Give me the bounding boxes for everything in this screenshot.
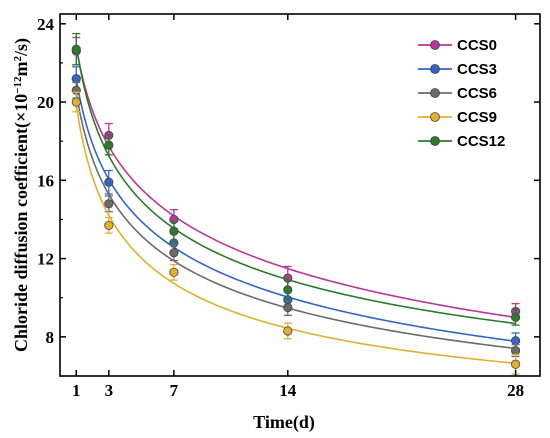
series-line-ccs0 bbox=[75, 47, 516, 319]
data-point-ccs12 bbox=[104, 140, 114, 150]
legend-label: CCS9 bbox=[457, 109, 497, 126]
x-axis-title: Time(d) bbox=[253, 412, 315, 433]
data-point-ccs9 bbox=[283, 326, 293, 336]
data-point-ccs9 bbox=[510, 359, 521, 369]
y-tick-label: 20 bbox=[37, 93, 54, 112]
legend-marker bbox=[430, 40, 440, 50]
data-point-ccs9 bbox=[71, 97, 81, 107]
data-point-ccs3 bbox=[104, 177, 114, 187]
x-tick-label: 3 bbox=[105, 381, 114, 400]
y-axis-title-sup1: −12 bbox=[12, 76, 24, 94]
y-axis-title-sup2: 2 bbox=[12, 55, 24, 61]
data-point-ccs6 bbox=[510, 345, 521, 356]
data-point-ccs6 bbox=[169, 248, 179, 258]
x-tick-label: 14 bbox=[279, 381, 297, 400]
y-axis-title-unit: m bbox=[11, 61, 31, 76]
series-line-ccs12 bbox=[75, 45, 516, 325]
data-point-ccs12 bbox=[169, 226, 179, 236]
y-axis-title: Chloride diffusion coefficient(×10−12m2/… bbox=[11, 38, 32, 352]
plot-frame bbox=[59, 13, 541, 377]
series-line-ccs9 bbox=[75, 104, 516, 365]
data-point-ccs12 bbox=[71, 44, 81, 54]
data-point-ccs3 bbox=[510, 336, 521, 346]
y-tick-label: 24 bbox=[37, 15, 55, 34]
y-axis-title-main: Chloride diffusion coefficient(×10 bbox=[11, 94, 32, 352]
y-axis-title-end: /s) bbox=[11, 38, 32, 57]
legend-marker bbox=[430, 136, 440, 146]
legend-marker bbox=[430, 88, 440, 98]
legend: CCS0 CCS3 CCS6 CCS9 CCS12 bbox=[418, 37, 505, 150]
series-line-ccs3 bbox=[75, 79, 516, 343]
data-point-ccs9 bbox=[104, 220, 114, 230]
data-point-ccs6 bbox=[283, 302, 293, 313]
legend-marker bbox=[430, 64, 440, 74]
x-tick-label: 7 bbox=[170, 381, 179, 400]
data-point-ccs3 bbox=[71, 73, 81, 84]
y-tick-label: 12 bbox=[37, 250, 54, 269]
data-point-ccs9 bbox=[169, 267, 179, 277]
x-tick-label: 28 bbox=[507, 381, 524, 400]
legend-label: CCS6 bbox=[457, 85, 497, 102]
y-tick-label: 16 bbox=[37, 171, 54, 190]
legend-label: CCS12 bbox=[457, 133, 505, 150]
legend-label: CCS3 bbox=[457, 61, 497, 78]
data-point-ccs12 bbox=[283, 285, 293, 295]
legend-label: CCS0 bbox=[457, 37, 497, 54]
data-point-ccs6 bbox=[104, 199, 114, 209]
x-tick-label: 1 bbox=[72, 381, 81, 400]
y-tick-label: 8 bbox=[46, 328, 55, 347]
data-point-ccs12 bbox=[510, 312, 521, 322]
legend-marker bbox=[430, 112, 440, 122]
series-line-ccs6 bbox=[75, 92, 516, 350]
